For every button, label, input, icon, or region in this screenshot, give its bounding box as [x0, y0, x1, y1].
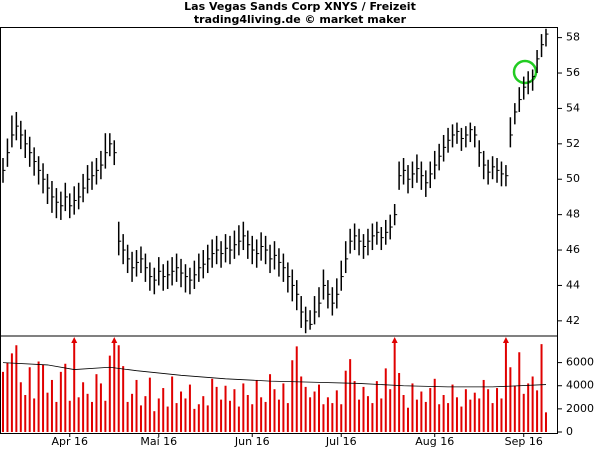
y-tick-label: 44: [566, 278, 580, 291]
volume-moving-average: [2, 362, 547, 388]
y2-tick-label: 2000: [566, 402, 594, 415]
volume-overflow-arrow: [391, 337, 398, 343]
y-tick-label: 56: [566, 66, 580, 79]
y-tick-label: 58: [566, 31, 580, 44]
y-tick-label: 52: [566, 137, 580, 150]
volume-overflow-arrow: [502, 337, 509, 343]
y2-tick-label: 0: [566, 425, 573, 438]
x-tick-label: Sep 16: [505, 435, 543, 448]
y-tick-label: 42: [566, 314, 580, 327]
y2-tick-label: 4000: [566, 379, 594, 392]
x-tick-label: Apr 16: [51, 435, 88, 448]
y2-tick-label: 6000: [566, 356, 594, 369]
highlight-circle: [512, 59, 538, 85]
chart-subtitle: trading4living.de © market maker: [194, 13, 407, 26]
x-tick-label: Jun 16: [234, 435, 270, 448]
x-tick-label: Mai 16: [140, 435, 177, 448]
volume-overflow-arrow: [71, 337, 78, 343]
chart-title: Las Vegas Sands Corp XNYS / Freizeit: [184, 0, 416, 13]
y-tick-label: 54: [566, 101, 580, 114]
frame: [0, 27, 558, 434]
y-tick-label: 46: [566, 243, 580, 256]
volume-overflow-arrow: [111, 337, 118, 343]
x-tick-label: Jul 16: [325, 435, 357, 448]
x-tick-label: Aug 16: [415, 435, 454, 448]
y-tick-label: 50: [566, 172, 580, 185]
y-tick-label: 48: [566, 208, 580, 221]
